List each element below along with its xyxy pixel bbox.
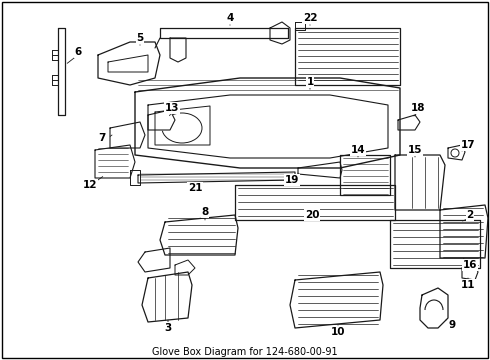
Text: 18: 18 — [411, 103, 425, 113]
Polygon shape — [148, 110, 175, 130]
Polygon shape — [58, 28, 65, 115]
Text: 3: 3 — [164, 323, 171, 333]
Text: 1: 1 — [306, 77, 314, 87]
Polygon shape — [142, 272, 192, 322]
Polygon shape — [395, 155, 445, 210]
Text: Glove Box Diagram for 124-680-00-91: Glove Box Diagram for 124-680-00-91 — [152, 347, 338, 357]
Text: 11: 11 — [461, 280, 475, 290]
Text: 10: 10 — [331, 327, 345, 337]
Polygon shape — [290, 272, 383, 328]
Polygon shape — [160, 215, 238, 255]
Polygon shape — [440, 205, 488, 258]
Polygon shape — [138, 248, 170, 272]
Polygon shape — [390, 220, 480, 268]
Text: 7: 7 — [98, 133, 106, 143]
Text: 4: 4 — [226, 13, 234, 23]
Polygon shape — [398, 115, 420, 130]
Polygon shape — [420, 288, 448, 328]
Text: 20: 20 — [305, 210, 319, 220]
Polygon shape — [462, 265, 478, 280]
Text: 15: 15 — [408, 145, 422, 155]
Polygon shape — [448, 145, 465, 160]
Polygon shape — [340, 155, 390, 195]
Text: 5: 5 — [136, 33, 144, 43]
Text: 9: 9 — [448, 320, 456, 330]
Text: 16: 16 — [463, 260, 477, 270]
Text: 21: 21 — [188, 183, 202, 193]
Text: 6: 6 — [74, 47, 82, 57]
Polygon shape — [98, 42, 160, 85]
Polygon shape — [235, 185, 395, 220]
Polygon shape — [135, 78, 400, 168]
Polygon shape — [298, 162, 342, 178]
Polygon shape — [295, 28, 400, 85]
Text: 19: 19 — [285, 175, 299, 185]
Polygon shape — [95, 145, 135, 178]
Text: 2: 2 — [466, 210, 474, 220]
Text: 8: 8 — [201, 207, 209, 217]
Polygon shape — [110, 122, 145, 148]
Text: 22: 22 — [303, 13, 317, 23]
Text: 12: 12 — [83, 180, 97, 190]
Text: 17: 17 — [461, 140, 475, 150]
Text: 13: 13 — [165, 103, 179, 113]
Text: 14: 14 — [351, 145, 366, 155]
Polygon shape — [138, 172, 295, 183]
